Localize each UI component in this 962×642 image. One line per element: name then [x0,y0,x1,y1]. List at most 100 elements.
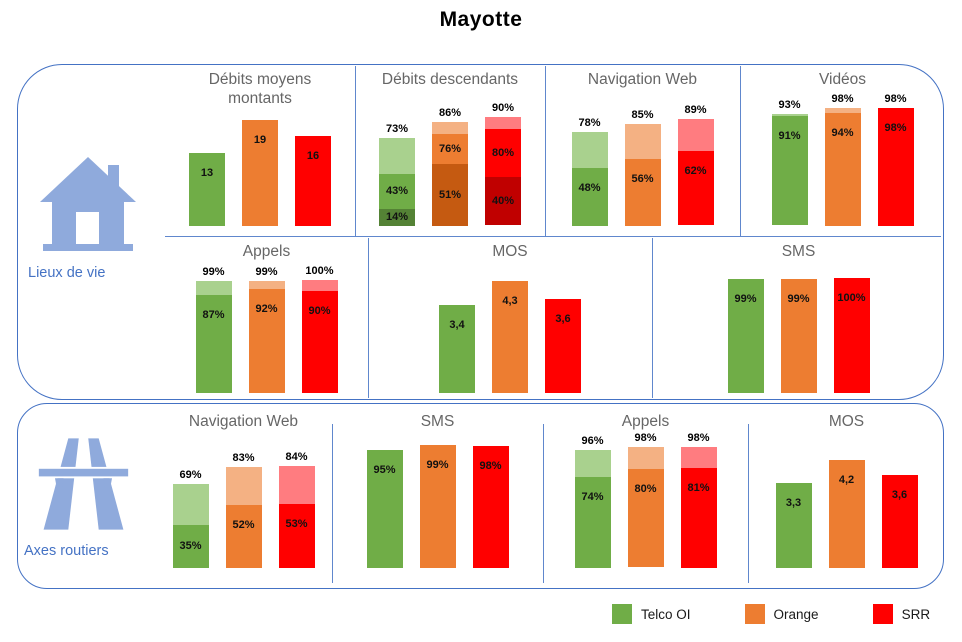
legend-swatch-telco-oi [612,604,632,624]
divider [332,424,333,583]
bar-srr: 3,6 [545,299,581,393]
bar-orange: 4,3 [492,281,528,393]
bar-value-label: 95% [373,464,396,476]
bar-value-label: 87% [202,309,225,321]
bar-srr: 98% [472,446,509,568]
bar-value-label: 48% [578,182,601,194]
bar-value-label: 53% [285,517,308,530]
bar-segment [195,281,232,295]
section-frame-axes-routiers [17,403,944,589]
bar-group: 13 19 16 [165,120,355,226]
bar-telco-oi: 78% 48% [571,117,608,226]
bar-orange: 99% [780,279,817,393]
bar-segment: 4,2 [828,460,865,568]
chart-title: Appels [621,413,670,430]
chart-title: SMS [420,413,455,430]
bar-segment [677,119,714,151]
bar-value-label: 62% [684,165,707,177]
bar-value-label: 98% [479,460,502,472]
bar-telco-oi: 99% 87% [195,266,232,393]
bar-segment: 3,3 [775,483,812,568]
bar-group: 3,3 4,2 3,6 [748,460,945,568]
bar-value-label: 13 [200,167,214,179]
bar-total-label: 84% [285,451,308,463]
chart-appels-axes: Appels 96% 74% 98% 80% 98% 81% [543,410,748,575]
bar-value-label: 4,2 [838,474,855,486]
legend-label: Telco OI [641,606,691,622]
chart-title: MOS [828,413,865,430]
bar-segment: 91% [771,116,808,225]
bar-telco-oi: 95% [366,450,403,568]
bar-segment [379,138,415,174]
bar-segment: 19 [242,120,278,226]
bar-total-label: 93% [778,99,801,111]
legend-label: Orange [773,606,819,622]
bar-total-label: 98% [687,432,710,444]
bar-segment: 56% [624,159,661,226]
bar-value-label: 80% [634,483,657,495]
bar-segment: 99% [727,279,764,393]
chart-title: Vidéos [818,71,867,88]
divider [748,424,749,583]
bar-telco-oi: 69% 35% [172,469,209,568]
bar-segment [680,447,717,468]
bar-total-label: 83% [232,452,255,464]
chart-navigation-web-lieux: Navigation Web 78% 48% 85% 56% 89% 62% [545,68,740,236]
divider [652,238,653,398]
bar-value-label: 40% [491,194,515,207]
bar-group: 69% 35% 83% 52% 84% 53% [155,451,332,568]
chart-mos-lieux: MOS 3,4 4,3 3,6 [368,240,652,399]
bar-segment: 74% [574,477,611,568]
chart-title: Appels [242,243,291,260]
chart-sms-axes: SMS 95% 99% 98% [332,410,543,575]
bar-segment: 90% [301,291,338,393]
bar-orange: 86% 76% 51% [432,107,468,226]
bar-value-label: 94% [831,127,854,139]
section-label-lieux-de-vie: Lieux de vie [28,265,106,281]
section-frame-lieux-de-vie [17,64,944,400]
house-icon [38,156,138,258]
bar-value-label: 14% [385,211,409,223]
chart-mos-axes: MOS 3,3 4,2 3,6 [748,410,945,575]
bar-orange: 19 [242,120,278,226]
chart-title: SMS [781,243,816,260]
legend-swatch-orange [744,604,765,624]
chart-appels-lieux: Appels 99% 87% 99% 92% 100% 90% [165,240,368,399]
bar-segment: 35% [172,525,209,568]
bar-srr: 100% 90% [301,265,338,393]
chart-debits-moyens-montants: Débits moyens montants 13 19 16 [165,68,355,236]
legend: Telco OI Orange SRR [612,604,930,624]
divider [368,238,369,398]
bar-value-label: 99% [734,293,757,305]
bar-group: 99% 87% 99% 92% 100% 90% [165,265,368,393]
bar-segment: 53% [278,503,315,568]
bar-total-label: 78% [578,117,601,129]
bar-segment: 80% [627,469,664,567]
bar-segment: 48% [571,168,608,226]
bar-value-label: 3,3 [785,497,802,509]
bar-telco-oi: 96% 74% [574,435,611,568]
bar-segment: 99% [780,279,817,393]
bar-segment [278,466,315,504]
bar-segment: 16 [295,136,331,226]
bar-total-label: 99% [255,266,278,278]
bar-group: 93% 91% 98% 94% 98% 98% [740,93,945,226]
bar-value-label: 91% [778,130,801,142]
bar-segment: 52% [225,505,262,568]
bar-telco-oi: 3,4 [439,305,475,393]
bar-srr: 84% 53% [278,451,315,568]
bar-total-label: 89% [684,104,707,116]
bar-segment [574,450,611,477]
legend-item-orange: Orange [744,604,819,624]
bar-value-label: 98% [884,122,907,134]
divider [740,66,741,236]
bar-total-label: 96% [581,435,604,447]
bar-segment: 87% [195,295,232,393]
bar-group: 95% 99% 98% [332,445,543,568]
bar-total-label: 69% [179,469,202,481]
chart-title: Débits moyens montants [208,71,312,108]
bar-segment [824,108,861,113]
bar-segment [624,124,661,159]
bar-group: 3,4 4,3 3,6 [368,281,652,393]
